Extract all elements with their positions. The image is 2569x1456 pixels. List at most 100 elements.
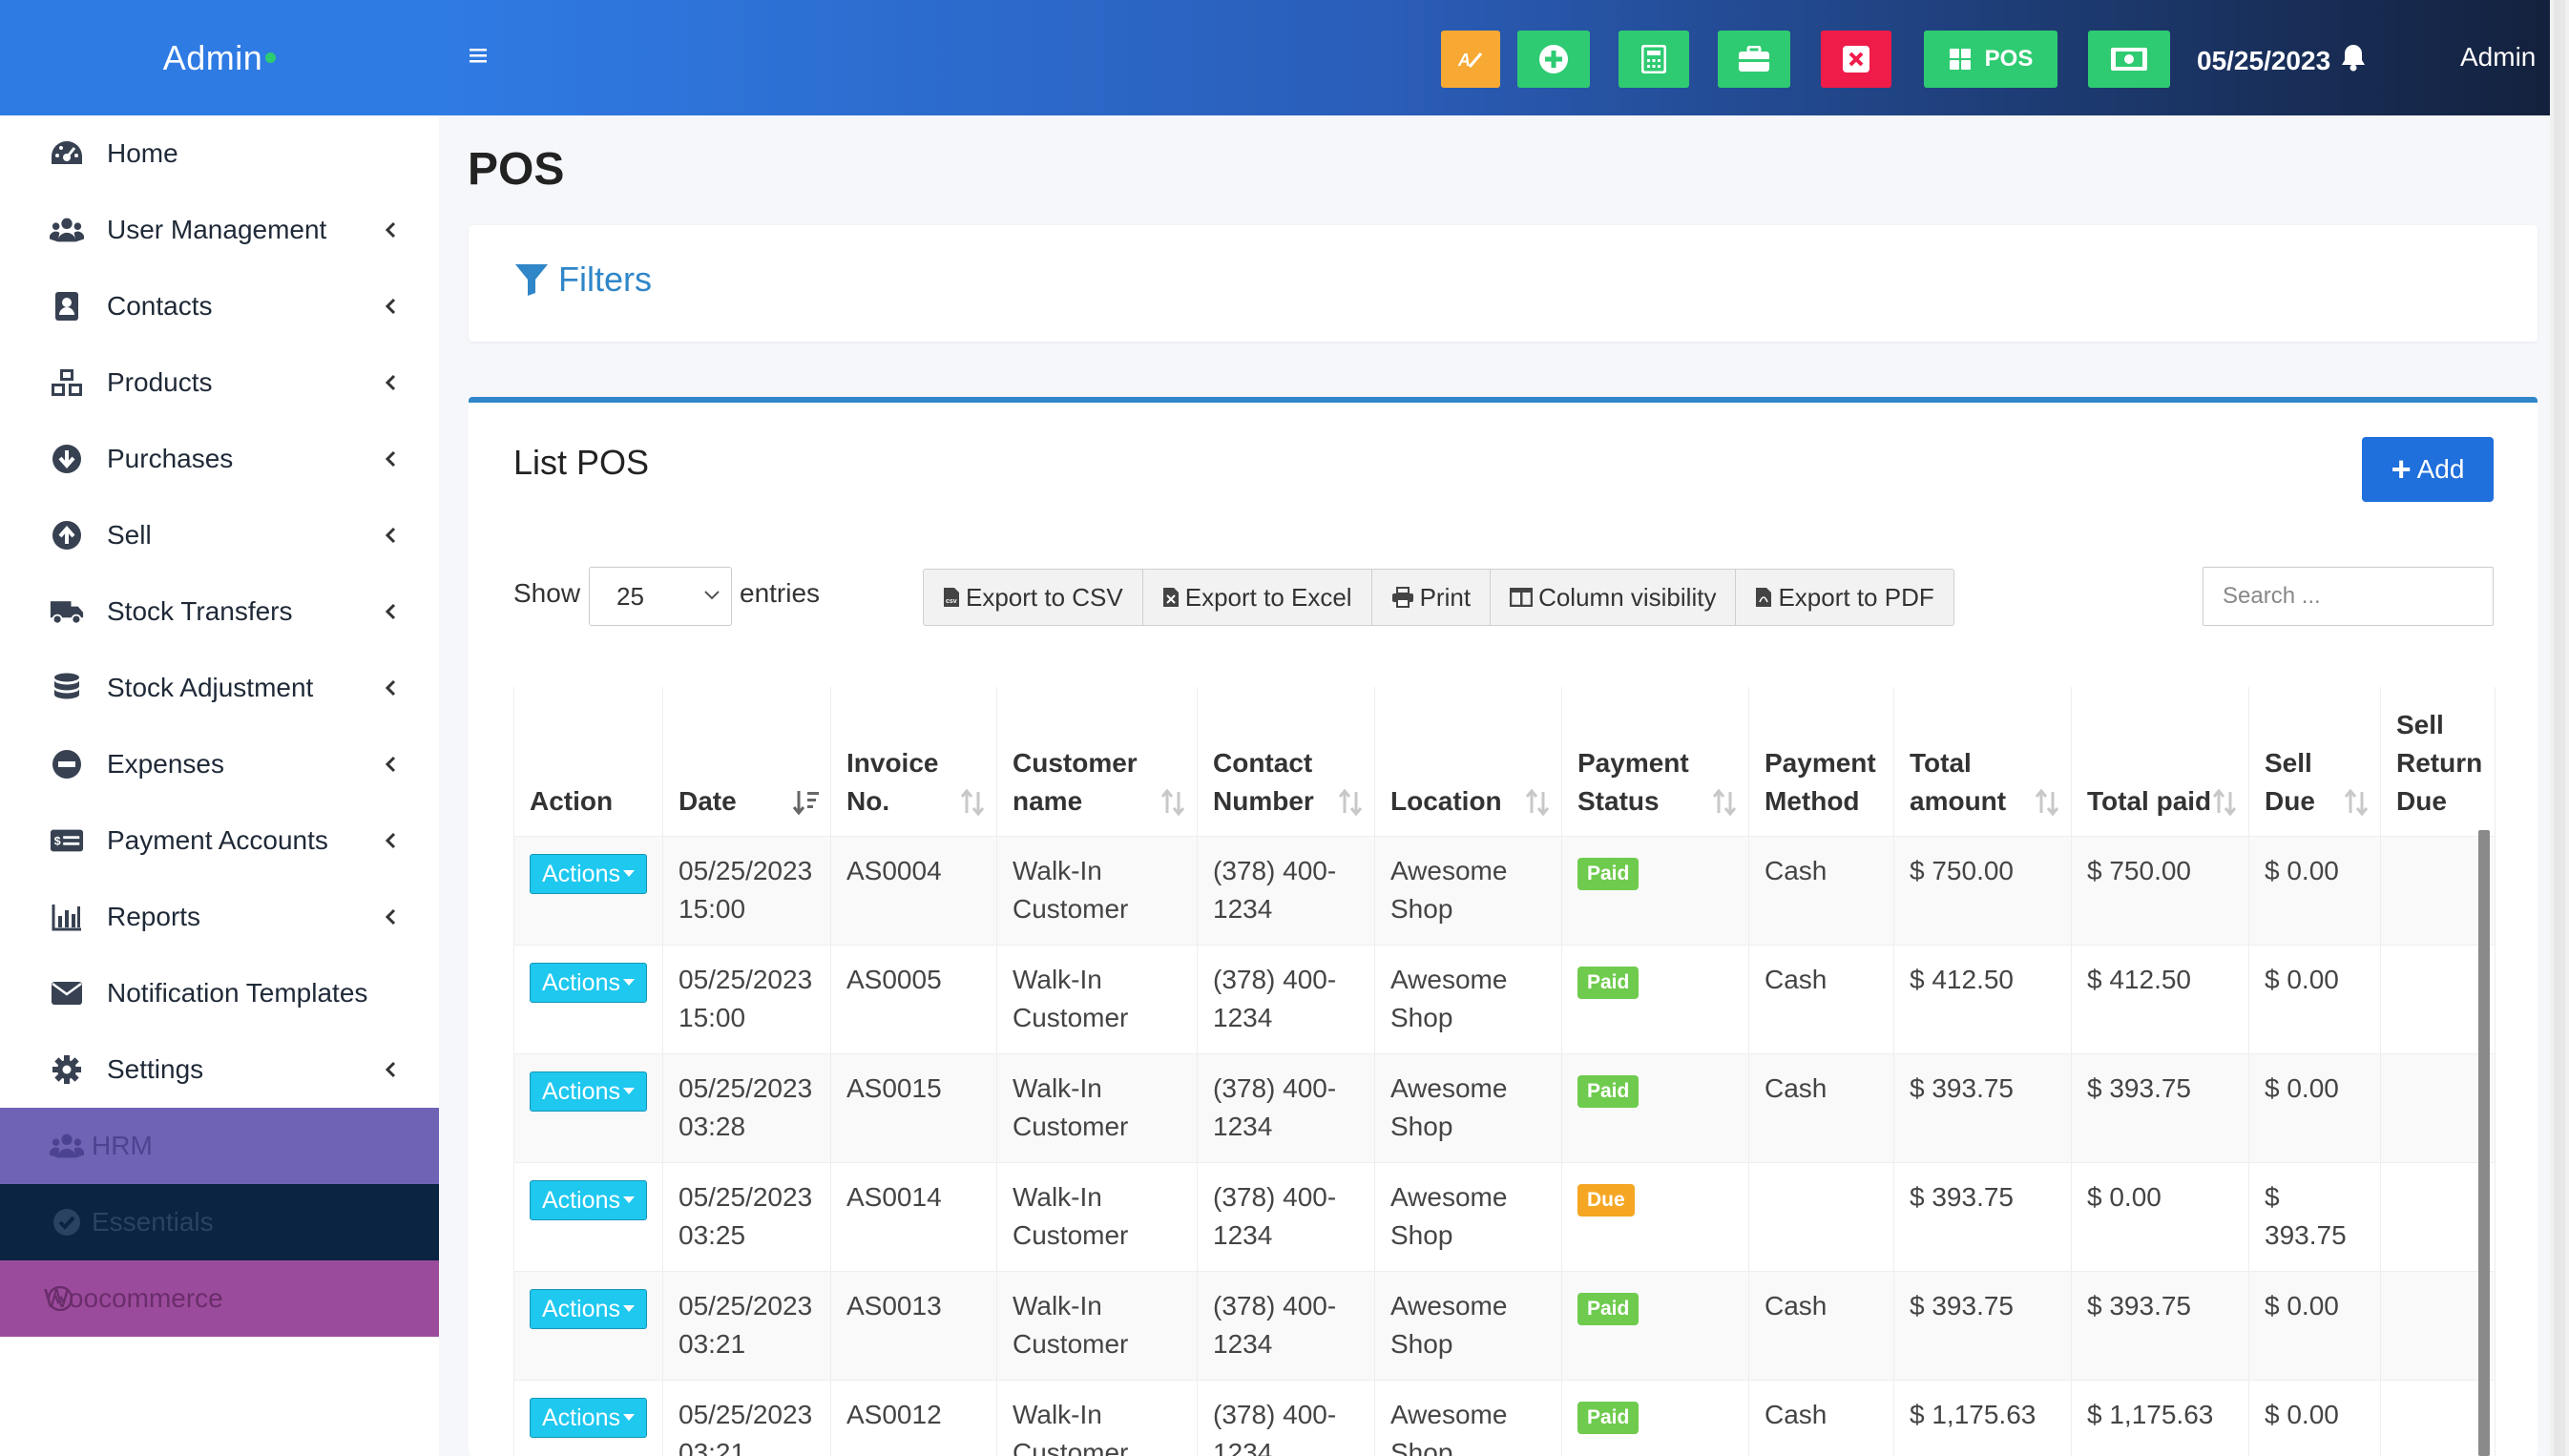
actions-label: Actions — [542, 968, 620, 996]
cell-contact: (378) 400-1234 — [1197, 1162, 1375, 1272]
cell-action: Actions — [513, 836, 663, 946]
col-header-sell-due[interactable]: Sell Due — [2248, 687, 2381, 837]
status-badge[interactable]: Paid — [1577, 857, 1640, 890]
cash-button[interactable] — [2088, 31, 2170, 88]
column-label: Action — [530, 785, 614, 816]
sort-icon — [2212, 788, 2237, 816]
sidebar-item-notification-templates[interactable]: Notification Templates — [0, 955, 439, 1031]
page-scrollbar-thumb[interactable] — [2554, 0, 2565, 1456]
cell-total-paid: $ 750.00 — [2071, 836, 2249, 946]
status-badge[interactable]: Paid — [1577, 1292, 1640, 1325]
sidebar-item-home[interactable]: Home — [0, 115, 439, 192]
sidebar-module-essentials[interactable]: Essentials — [0, 1184, 439, 1260]
col-header-customer[interactable]: Customer name — [996, 687, 1198, 837]
sidebar-item-label: Reports — [107, 902, 201, 931]
sidebar-item-label: Notification Templates — [107, 978, 368, 1008]
actions-dropdown-button[interactable]: Actions — [530, 1288, 647, 1329]
cell-total-amount: $ 393.75 — [1893, 1162, 2072, 1272]
calculator-button[interactable] — [1619, 31, 1689, 88]
cell-date: 05/25/2023 03:28 — [662, 1053, 831, 1163]
money-check-icon: $ — [50, 823, 84, 858]
users-icon — [50, 1129, 84, 1163]
cell-customer: Walk-In Customer — [996, 836, 1198, 946]
filters-label: Filters — [558, 260, 652, 299]
sidebar-item-sell[interactable]: Sell — [0, 497, 439, 573]
export-excel-button[interactable]: Export to Excel — [1143, 570, 1372, 625]
address-book-icon — [50, 289, 84, 323]
print-button[interactable]: Print — [1372, 570, 1492, 625]
add-button[interactable]: + Add — [2362, 437, 2494, 502]
cell-sell-return-due — [2380, 836, 2496, 946]
sidebar-item-reports[interactable]: Reports — [0, 879, 439, 955]
status-badge[interactable]: Paid — [1577, 1401, 1640, 1434]
entries-select[interactable]: 25 — [589, 567, 732, 626]
sidebar-item-expenses[interactable]: Expenses — [0, 726, 439, 802]
show-label: Show — [513, 578, 581, 608]
actions-dropdown-button[interactable]: Actions — [530, 1397, 647, 1438]
cell-date: 05/25/2023 15:00 — [662, 836, 831, 946]
sidebar-item-stock-adjustment[interactable]: Stock Adjustment — [0, 650, 439, 726]
filter-icon — [514, 262, 558, 297]
sidebar-item-user-management[interactable]: User Management — [0, 192, 439, 268]
sidebar-item-label: Sell — [107, 520, 152, 550]
actions-dropdown-button[interactable]: Actions — [530, 962, 647, 1003]
register-details-button[interactable] — [1718, 31, 1790, 88]
table-row: Actions 05/25/2023 15:00 AS0004 Walk-In … — [513, 836, 2496, 946]
col-header-contact[interactable]: Contact Number — [1197, 687, 1375, 837]
col-header-total-amount[interactable]: Total amount — [1893, 687, 2072, 837]
sidebar-item-products[interactable]: Products — [0, 344, 439, 421]
sidebar-item-label: Home — [107, 138, 178, 168]
sidebar-item-payment-accounts[interactable]: $ Payment Accounts — [0, 802, 439, 879]
actions-label: Actions — [542, 1077, 620, 1105]
column-visibility-button[interactable]: Column visibility — [1491, 570, 1737, 625]
cell-location: Awesome Shop — [1374, 945, 1562, 1054]
export-csv-button[interactable]: csv Export to CSV — [924, 570, 1143, 625]
filters-toggle[interactable]: Filters — [514, 260, 652, 300]
sidebar-item-purchases[interactable]: Purchases — [0, 421, 439, 497]
cell-payment-method: Cash — [1748, 836, 1894, 946]
actions-dropdown-button[interactable]: Actions — [530, 1179, 647, 1220]
actions-dropdown-button[interactable]: Actions — [530, 853, 647, 894]
export-pdf-button[interactable]: Export to PDF — [1736, 570, 1953, 625]
close-register-button[interactable] — [1821, 31, 1891, 88]
cell-sell-due: $ 0.00 — [2248, 1053, 2381, 1163]
sort-icon — [960, 788, 985, 816]
chevron-left-icon — [385, 1061, 396, 1078]
sidebar-module-woocommerce[interactable]: W Woocommerce — [0, 1260, 439, 1337]
col-header-payment-status[interactable]: Payment Status — [1561, 687, 1749, 837]
sidebar-item-settings[interactable]: Settings — [0, 1031, 439, 1108]
table-scrollbar[interactable] — [2478, 830, 2490, 1456]
brand-logo[interactable]: Admin — [0, 0, 439, 115]
column-label: Customer name — [1013, 747, 1138, 816]
cell-invoice: AS0005 — [830, 945, 997, 1054]
page-scrollbar[interactable] — [2550, 0, 2569, 1456]
status-badge[interactable]: Paid — [1577, 966, 1640, 999]
col-header-invoice[interactable]: Invoice No. — [830, 687, 997, 837]
status-badge[interactable]: Paid — [1577, 1074, 1640, 1108]
cell-action: Actions — [513, 1271, 663, 1381]
sidebar-item-stock-transfers[interactable]: Stock Transfers — [0, 573, 439, 650]
user-menu[interactable]: Admin — [2460, 42, 2537, 72]
search-input[interactable] — [2203, 567, 2494, 626]
add-expense-button[interactable] — [1517, 31, 1590, 88]
status-badge[interactable]: Due — [1577, 1183, 1635, 1217]
cell-contact: (378) 400-1234 — [1197, 836, 1375, 946]
actions-dropdown-button[interactable]: Actions — [530, 1071, 647, 1112]
gear-icon — [50, 1052, 84, 1087]
sort-icon — [1712, 788, 1737, 816]
col-header-total-paid[interactable]: Total paid — [2071, 687, 2249, 837]
cell-invoice: AS0014 — [830, 1162, 997, 1272]
sidebar-module-hrm[interactable]: HRM — [0, 1108, 439, 1184]
users-icon — [50, 213, 84, 247]
bell-icon[interactable] — [2340, 43, 2367, 72]
online-dot — [265, 52, 277, 63]
pos-button[interactable]: POS — [1924, 31, 2057, 88]
menu-toggle-icon[interactable] — [470, 48, 487, 63]
sidebar: Admin Home User Management Contacts Prod… — [0, 0, 439, 1456]
col-header-date[interactable]: Date — [662, 687, 831, 837]
column-label: Date — [679, 785, 737, 816]
sidebar-item-contacts[interactable]: Contacts — [0, 268, 439, 344]
column-label: Payment Status — [1577, 747, 1689, 816]
calculator-alt-button[interactable]: A — [1441, 31, 1500, 88]
col-header-location[interactable]: Location — [1374, 687, 1562, 837]
